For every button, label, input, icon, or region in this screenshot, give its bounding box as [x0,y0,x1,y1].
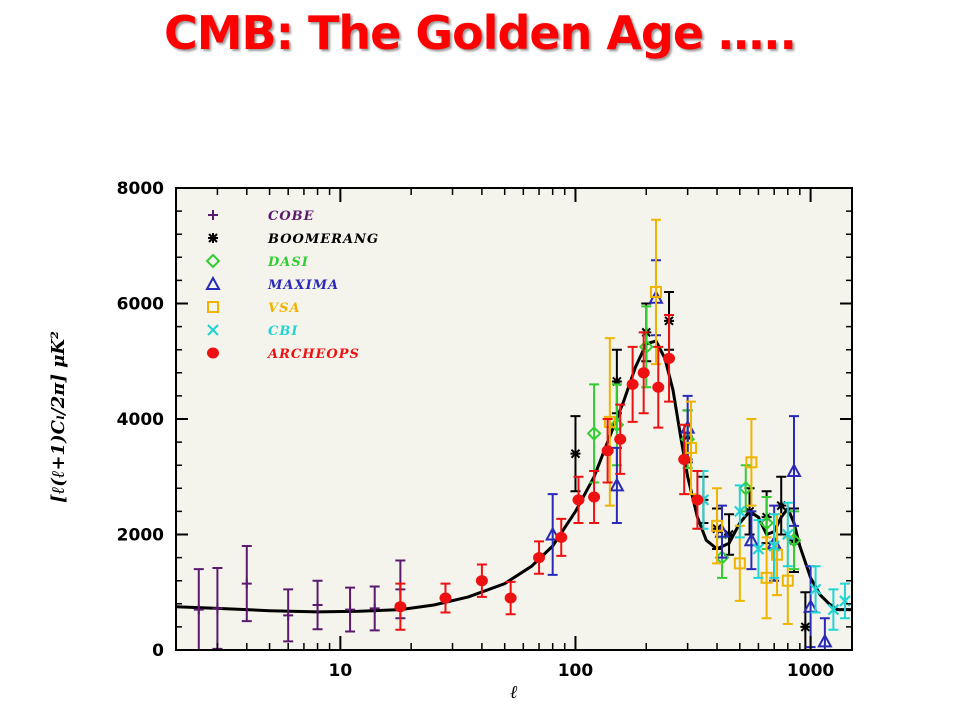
cobe-point [312,599,323,610]
legend-marker-vsa [207,301,219,313]
archeops-point [637,367,650,379]
dasi-point [638,339,654,355]
maxima-point [786,462,802,477]
legend-marker-boomerang [208,233,218,243]
cbi-point [809,583,822,596]
legend-label-boomerang: BOOMERANG [267,232,379,247]
vsa-error-bar [761,536,772,620]
x-axis-label: ℓ [510,682,518,703]
maxima-error-bar [547,493,558,576]
cbi-point [752,543,765,555]
maxima-error-bar [819,617,830,650]
x-tick-label: 10 [329,661,353,681]
archeops-point [475,575,488,587]
archeops-point [394,601,407,613]
vsa-point [685,441,698,454]
archeops-point [663,352,676,364]
archeops-point [439,592,452,604]
legend-marker-archeops [207,347,219,359]
legend-marker-dasi [205,253,221,269]
boomerang-point [776,500,787,511]
cobe-point [283,610,294,621]
cbi-point [782,528,794,541]
boomerang-point [611,376,622,387]
legend-marker-maxima [205,275,221,290]
cbi-point [734,505,746,518]
boomerang-point [724,529,735,540]
y-tick-label: 6000 [117,295,164,315]
vsa-point [603,415,616,428]
archeops-point [652,381,665,393]
boomerang-point [570,448,581,459]
archeops-point [678,453,691,465]
legend-item-cobe: COBE [208,209,315,224]
maxima-point [609,477,625,492]
archeops-point [588,491,601,503]
vsa-point [781,574,794,587]
legend-marker-cbi [207,324,219,336]
vsa-point [649,285,662,298]
series-vsa [603,218,794,626]
cbi-point [827,603,840,616]
maxima-error-bar [789,415,800,527]
vsa-point [733,557,746,570]
legend-item-boomerang: BOOMERANG [208,232,379,247]
cobe-point [369,603,380,614]
legend-label-vsa: VSA [268,301,301,316]
vsa-point [745,456,758,469]
maxima-point [817,633,833,648]
cobe-point [212,603,223,614]
legend-marker-cobe [208,210,218,220]
vsa-error-bar [746,418,757,507]
plot-data-area [176,218,852,650]
maxima-error-bar [746,510,757,571]
legend-item-cbi: CBI [207,324,298,339]
legend-label-maxima: MAXIMA [267,278,339,293]
archeops-point [626,378,639,390]
y-tick-label: 2000 [117,526,164,546]
y-axis-label: [ℓ(ℓ+1)Cₗ/2π] μK² [48,331,69,503]
archeops-point [601,445,614,457]
vsa-error-bar [650,218,661,366]
y-tick-label: 4000 [117,410,164,430]
vsa-point [711,519,724,532]
archeops-point [572,494,585,506]
y-tick-label: 0 [152,641,164,661]
legend-item-archeops: ARCHEOPS [207,347,360,362]
vsa-error-bar [712,487,723,565]
archeops-point [504,592,517,604]
legend-label-dasi: DASI [267,255,309,270]
x-tick-label: 1000 [787,661,834,681]
legend-item-maxima: MAXIMA [205,275,339,293]
archeops-point [614,433,627,445]
maxima-point [743,532,760,547]
maxima-point [545,526,561,541]
model-curve [176,339,852,614]
legend-label-archeops: ARCHEOPS [266,347,360,362]
archeops-point [555,531,568,543]
legend-label-cobe: COBE [268,209,315,224]
boomerang-point [800,621,811,632]
cobe-point [193,604,204,615]
slide-title: CMB: The Golden Age ….. [163,6,797,60]
cobe-point [241,578,252,589]
cobe-point [345,604,356,615]
legend-item-vsa: VSA [207,301,301,316]
x-tick-label: 100 [558,661,594,681]
archeops-point [691,494,704,506]
archeops-point [533,552,546,564]
series-archeops [394,314,704,631]
dasi-point [586,426,602,441]
cbi-point [768,540,780,552]
legend-item-dasi: DASI [205,253,309,270]
y-tick-label: 8000 [117,179,164,199]
vsa-error-bar [604,337,615,507]
legend-label-cbi: CBI [268,324,298,339]
